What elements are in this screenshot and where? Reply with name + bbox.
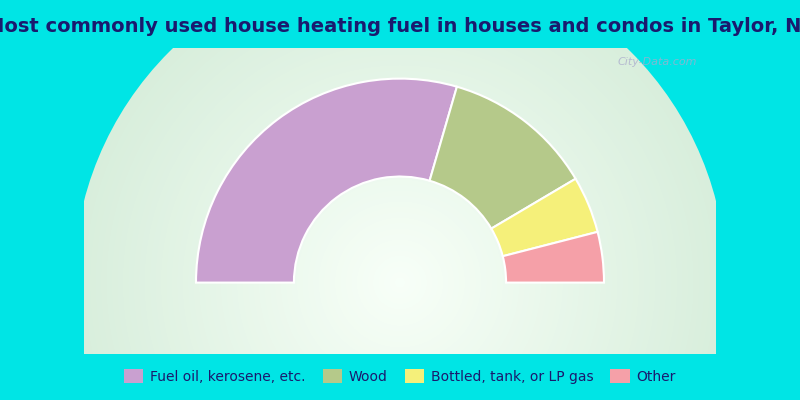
Circle shape <box>357 239 443 326</box>
Wedge shape <box>502 232 604 282</box>
Circle shape <box>101 0 699 400</box>
Circle shape <box>161 43 639 400</box>
Circle shape <box>334 217 466 348</box>
Circle shape <box>134 16 666 400</box>
Circle shape <box>237 119 563 400</box>
Circle shape <box>286 168 514 397</box>
Circle shape <box>188 70 612 400</box>
Circle shape <box>117 0 683 400</box>
Circle shape <box>330 212 470 353</box>
Circle shape <box>226 108 574 400</box>
Circle shape <box>90 0 710 400</box>
Circle shape <box>194 76 606 400</box>
Circle shape <box>215 98 585 400</box>
Circle shape <box>307 190 493 375</box>
Circle shape <box>367 250 433 315</box>
Circle shape <box>373 256 427 310</box>
Circle shape <box>95 0 705 400</box>
Circle shape <box>394 277 406 288</box>
Circle shape <box>378 261 422 304</box>
Circle shape <box>313 196 487 370</box>
Circle shape <box>182 65 618 400</box>
Circle shape <box>139 22 661 400</box>
Circle shape <box>210 92 590 400</box>
Circle shape <box>324 206 476 359</box>
Circle shape <box>155 38 645 400</box>
Circle shape <box>280 163 520 400</box>
Circle shape <box>264 146 536 400</box>
Text: City-Data.com: City-Data.com <box>618 57 698 67</box>
Circle shape <box>74 0 726 400</box>
Wedge shape <box>196 79 457 282</box>
Circle shape <box>318 201 482 364</box>
Circle shape <box>270 152 530 400</box>
Circle shape <box>351 234 449 332</box>
Circle shape <box>389 272 411 294</box>
Circle shape <box>122 5 678 400</box>
Circle shape <box>79 0 721 400</box>
Circle shape <box>340 223 460 342</box>
Circle shape <box>198 81 602 400</box>
Circle shape <box>253 136 547 400</box>
Circle shape <box>150 32 650 400</box>
Circle shape <box>171 54 629 400</box>
Circle shape <box>242 125 558 400</box>
Circle shape <box>166 49 634 400</box>
Text: Most commonly used house heating fuel in houses and condos in Taylor, NY: Most commonly used house heating fuel in… <box>0 17 800 36</box>
Circle shape <box>144 27 656 400</box>
Circle shape <box>362 244 438 321</box>
Circle shape <box>275 158 525 400</box>
Circle shape <box>106 0 694 400</box>
Legend: Fuel oil, kerosene, etc., Wood, Bottled, tank, or LP gas, Other: Fuel oil, kerosene, etc., Wood, Bottled,… <box>124 370 676 384</box>
Wedge shape <box>491 179 598 256</box>
Circle shape <box>384 266 416 299</box>
Circle shape <box>112 0 688 400</box>
Circle shape <box>258 141 542 400</box>
Circle shape <box>291 174 509 391</box>
Circle shape <box>85 0 715 400</box>
Circle shape <box>128 10 672 400</box>
Circle shape <box>302 185 498 380</box>
Circle shape <box>248 130 552 400</box>
Circle shape <box>297 179 503 386</box>
Circle shape <box>221 103 579 400</box>
Wedge shape <box>430 87 575 229</box>
Circle shape <box>231 114 569 400</box>
Circle shape <box>177 60 623 400</box>
Circle shape <box>346 228 454 337</box>
Circle shape <box>204 87 596 400</box>
